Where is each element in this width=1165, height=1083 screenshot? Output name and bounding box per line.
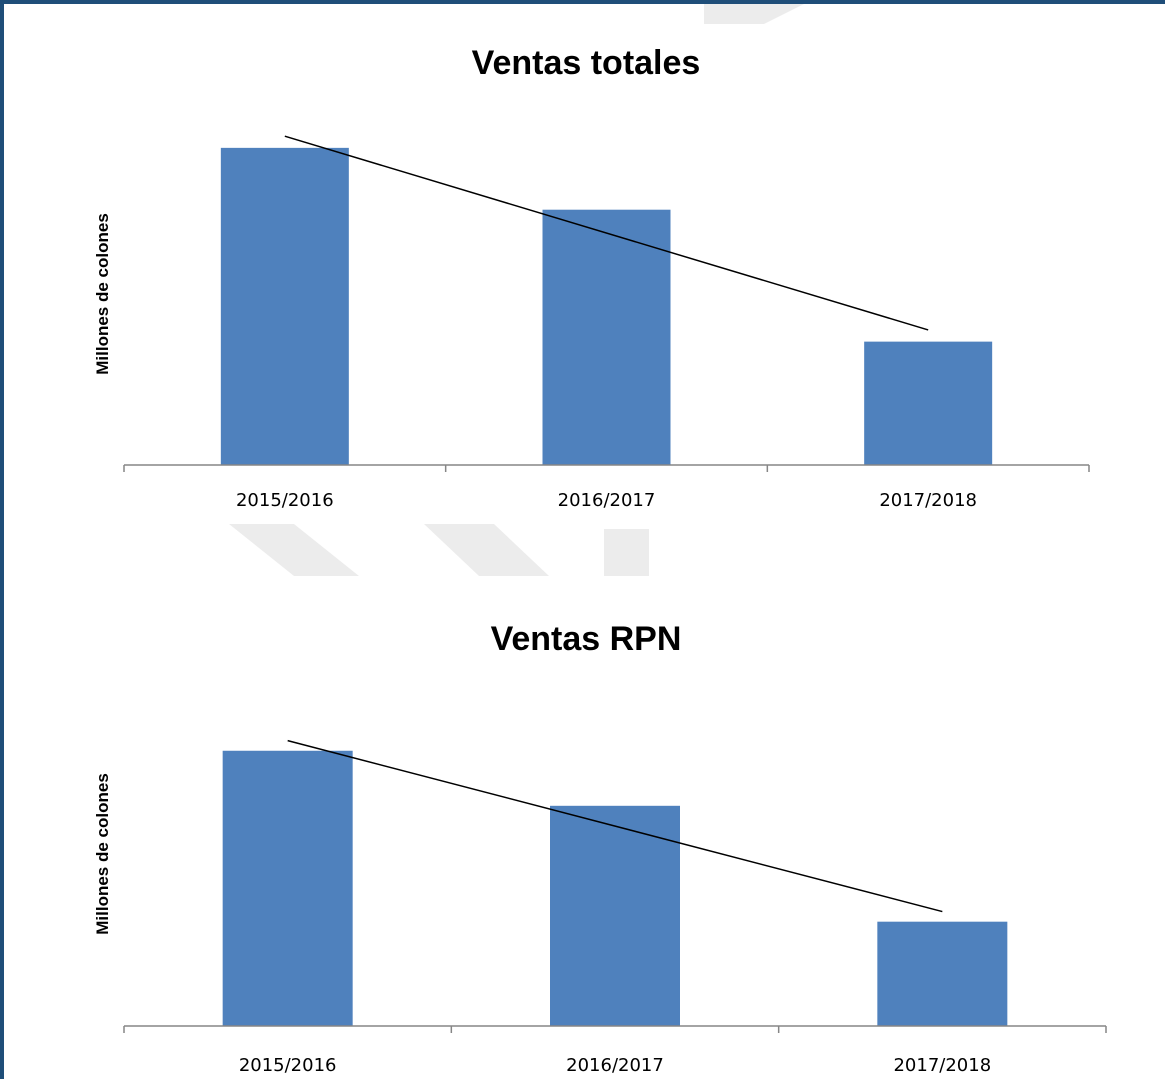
bar-2017-2018 bbox=[877, 921, 1008, 1026]
y-axis-label: Millones de colones bbox=[93, 773, 112, 935]
x-tick-label: 2015/2016 bbox=[239, 1055, 337, 1076]
x-tick-label: 2015/2016 bbox=[236, 490, 334, 511]
trendline bbox=[287, 739, 943, 913]
plot-area: 2015/2016 2016/2017 2017/2018 bbox=[123, 739, 1107, 1076]
y-axis-label: Millones de colones bbox=[93, 213, 112, 375]
plot-area: 2015/2016 2016/2017 2017/2018 bbox=[123, 135, 1090, 511]
x-tick-label: 2017/2018 bbox=[879, 490, 977, 511]
watermark-shape bbox=[229, 4, 804, 576]
bar-2017-2018 bbox=[864, 341, 993, 465]
trendline bbox=[284, 135, 929, 331]
x-tick-label: 2016/2017 bbox=[566, 1055, 664, 1076]
chart-ventas-rpn: Ventas RPN Millones de colones 2015/2016… bbox=[93, 620, 1107, 1076]
bar-2016-2017 bbox=[542, 209, 671, 465]
bar-2015-2016 bbox=[220, 147, 349, 465]
x-tick-label: 2016/2017 bbox=[558, 490, 656, 511]
chart-title: Ventas totales bbox=[472, 44, 701, 82]
chart-title: Ventas RPN bbox=[491, 620, 682, 658]
chart-ventas-totales: Ventas totales Millones de colones 2015/… bbox=[93, 44, 1090, 511]
bar-2015-2016 bbox=[222, 750, 353, 1026]
bar-2016-2017 bbox=[550, 805, 680, 1026]
x-tick-label: 2017/2018 bbox=[893, 1055, 991, 1076]
